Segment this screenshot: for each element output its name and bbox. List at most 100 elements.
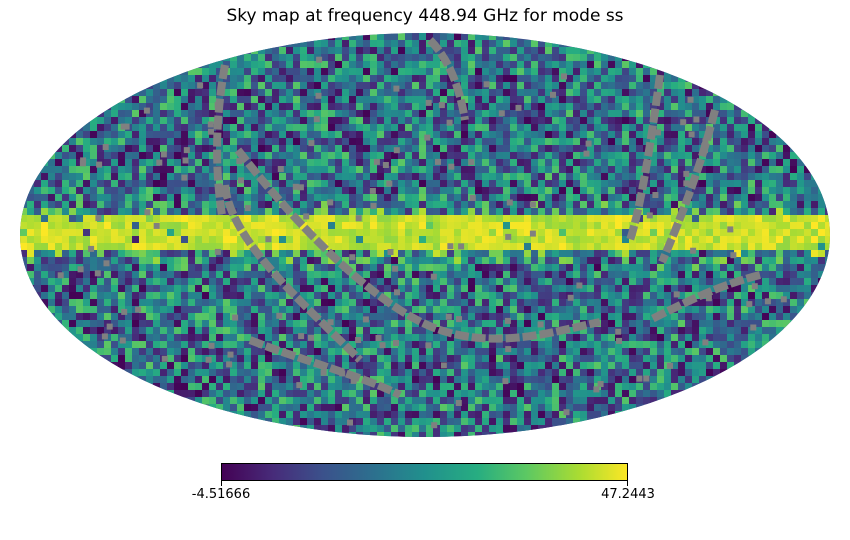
map-pixel [279, 292, 287, 300]
map-pixel [699, 250, 707, 258]
map-pixel [503, 285, 511, 293]
map-pixel [111, 292, 119, 300]
map-pixel [552, 180, 560, 188]
map-pixel [251, 313, 259, 321]
map-pixel [566, 166, 574, 174]
map-pixel [314, 208, 322, 216]
map-pixel [398, 194, 406, 202]
map-pixel [601, 285, 609, 293]
map-pixel [419, 236, 427, 244]
map-pixel [391, 327, 399, 335]
map-pixel [265, 383, 273, 391]
map-pixel [272, 166, 280, 174]
map-pixel [783, 201, 791, 209]
map-pixel [650, 201, 658, 209]
map-pixel [594, 334, 602, 342]
map-pixel [251, 152, 259, 160]
map-pixel [356, 152, 364, 160]
map-pixel [76, 173, 84, 181]
map-pixel [97, 292, 105, 300]
map-pixel [293, 68, 301, 76]
map-pixel [398, 208, 406, 216]
map-pixel [363, 75, 371, 83]
map-pixel [601, 313, 609, 321]
map-pixel [720, 110, 728, 118]
map-pixel [587, 173, 595, 181]
map-pixel [314, 250, 322, 258]
map-pixel [202, 390, 210, 398]
map-pixel [566, 61, 574, 69]
map-pixel [811, 208, 819, 216]
map-pixel [524, 264, 532, 272]
map-pixel [489, 159, 497, 167]
map-pixel [384, 341, 392, 349]
map-pixel [314, 306, 322, 314]
map-pixel [713, 355, 721, 363]
map-pixel [412, 292, 420, 300]
map-pixel [657, 68, 665, 76]
map-pixel [727, 187, 735, 195]
map-pixel [216, 271, 224, 279]
map-pixel [433, 61, 441, 69]
map-pixel [377, 285, 385, 293]
map-pixel [482, 110, 490, 118]
map-pixel [314, 61, 322, 69]
map-pixel [811, 264, 819, 272]
map-pixel [615, 187, 623, 195]
map-pixel [720, 299, 728, 307]
map-pixel [125, 166, 133, 174]
map-pixel [349, 257, 357, 265]
map-pixel [692, 362, 700, 370]
map-pixel [475, 222, 483, 230]
map-pixel [426, 278, 434, 286]
map-pixel [503, 299, 511, 307]
map-pixel [104, 208, 112, 216]
map-pixel [594, 285, 602, 293]
map-pixel [503, 362, 511, 370]
map-pixel [720, 166, 728, 174]
map-pixel [76, 250, 84, 258]
map-pixel [426, 82, 434, 90]
map-pixel [223, 278, 231, 286]
map-pixel [398, 348, 406, 356]
map-pixel [286, 229, 294, 237]
map-pixel [769, 320, 777, 328]
map-pixel [83, 201, 91, 209]
map-pixel [545, 341, 553, 349]
map-pixel [349, 103, 357, 111]
map-pixel [510, 110, 518, 118]
map-pixel [209, 96, 217, 104]
map-pixel [769, 306, 777, 314]
map-pixel [643, 313, 651, 321]
map-pixel [692, 257, 700, 265]
map-pixel [797, 173, 805, 181]
map-pixel [41, 299, 49, 307]
map-pixel [384, 229, 392, 237]
map-pixel [391, 40, 399, 48]
map-pixel [230, 369, 238, 377]
map-pixel [244, 355, 252, 363]
map-pixel [377, 236, 385, 244]
map-pixel [335, 82, 343, 90]
map-pixel [195, 208, 203, 216]
map-pixel [517, 250, 525, 258]
map-pixel [251, 257, 259, 265]
map-pixel [573, 68, 581, 76]
map-pixel [195, 355, 203, 363]
map-pixel [503, 166, 511, 174]
map-pixel [440, 117, 448, 125]
map-pixel [167, 131, 175, 139]
map-pixel [391, 222, 399, 230]
map-pixel [706, 236, 714, 244]
map-pixel [706, 250, 714, 258]
map-pixel [426, 110, 434, 118]
map-pixel [545, 292, 553, 300]
map-pixel [657, 124, 665, 132]
map-pixel [300, 243, 308, 251]
map-pixel [636, 110, 644, 118]
map-pixel [286, 376, 294, 384]
map-pixel [405, 201, 413, 209]
map-pixel [286, 215, 294, 223]
map-pixel [104, 229, 112, 237]
map-pixel [461, 54, 469, 62]
